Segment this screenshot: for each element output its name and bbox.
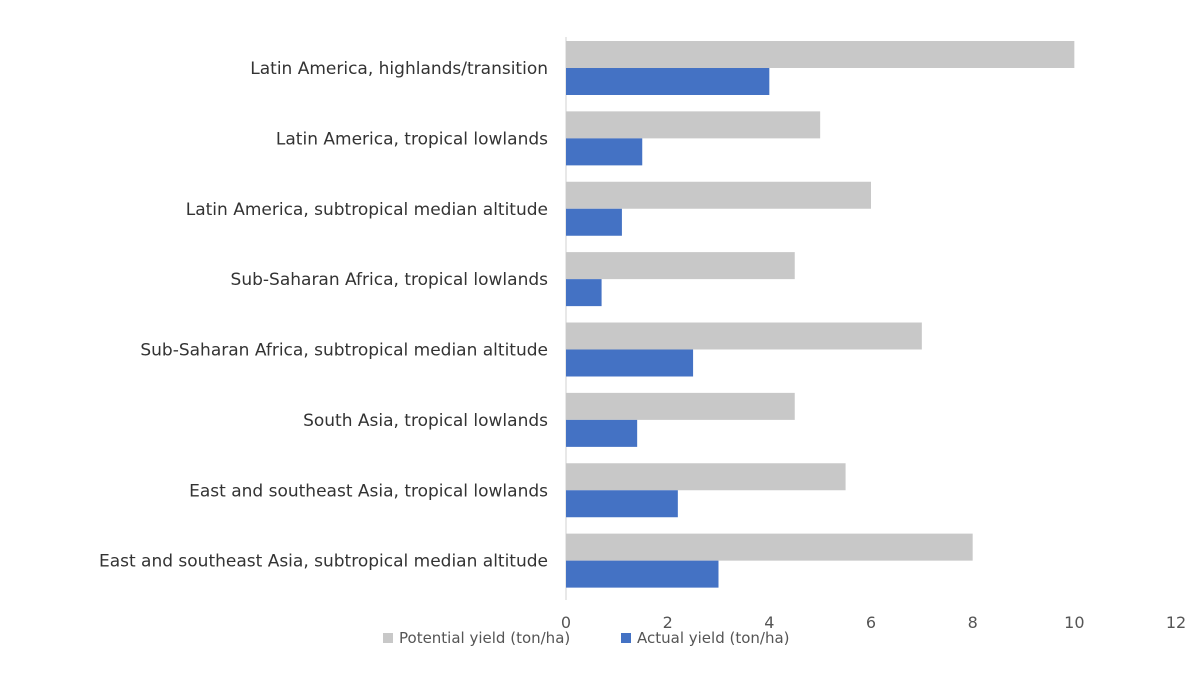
- category-label-4: Sub-Saharan Africa, subtropical median a…: [140, 341, 548, 361]
- x-tick-label-4: 8: [968, 613, 978, 632]
- bar-actual-3: [566, 279, 602, 307]
- legend: Potential yield (ton/ha) Actual yield (t…: [383, 629, 790, 647]
- legend-swatch-potential: [383, 633, 393, 643]
- bar-actual-0: [566, 68, 770, 95]
- category-label-0: Latin America, highlands/transition: [250, 59, 548, 79]
- bars-layer: [566, 41, 1075, 588]
- category-label-2: Latin America, subtropical median altitu…: [186, 200, 548, 220]
- category-label-3: Sub-Saharan Africa, tropical lowlands: [231, 270, 549, 290]
- bar-actual-4: [566, 349, 694, 377]
- bar-potential-0: [566, 41, 1075, 68]
- bar-potential-2: [566, 181, 871, 209]
- x-tick-labels: 0 2 4 6 8 10 12: [561, 613, 1186, 632]
- x-tick-label-1: 2: [663, 613, 673, 632]
- x-tick-label-3: 6: [866, 613, 876, 632]
- bar-actual-1: [566, 138, 643, 166]
- category-label-5: South Asia, tropical lowlands: [303, 411, 548, 431]
- x-tick-label-6: 12: [1166, 613, 1186, 632]
- category-label-1: Latin America, tropical lowlands: [276, 129, 548, 149]
- x-tick-label-2: 4: [764, 613, 774, 632]
- bar-actual-2: [566, 208, 622, 236]
- x-tick-label-5: 10: [1064, 613, 1084, 632]
- bar-actual-6: [566, 490, 678, 518]
- bar-potential-6: [566, 463, 846, 491]
- bar-potential-5: [566, 392, 795, 420]
- bar-actual-5: [566, 419, 638, 447]
- bar-potential-1: [566, 111, 821, 139]
- category-labels: Latin America, highlands/transition Latin…: [99, 59, 548, 572]
- category-label-7: East and southeast Asia, subtropical med…: [99, 552, 548, 572]
- legend-label-actual: Actual yield (ton/ha): [637, 629, 790, 647]
- bar-potential-3: [566, 252, 795, 280]
- bar-potential-4: [566, 322, 922, 350]
- legend-label-potential: Potential yield (ton/ha): [399, 629, 570, 647]
- x-tick-label-0: 0: [561, 613, 571, 632]
- legend-swatch-actual: [621, 633, 631, 643]
- bar-actual-7: [566, 560, 719, 588]
- category-label-6: East and southeast Asia, tropical lowlan…: [189, 481, 548, 501]
- bar-potential-7: [566, 533, 973, 561]
